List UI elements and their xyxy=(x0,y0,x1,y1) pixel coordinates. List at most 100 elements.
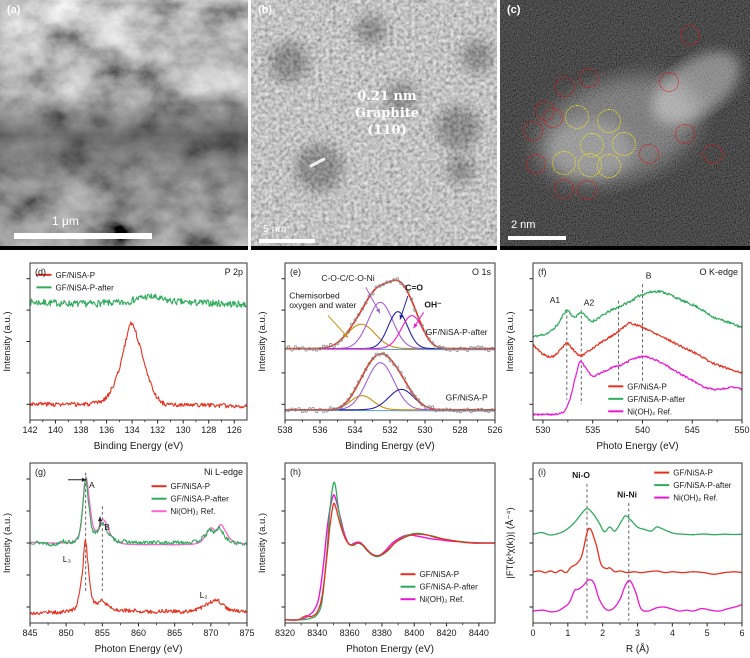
panel-f-o-kedge-chart: A1 A2 B GF/NiSA-P GF/NiSA-P-after Ni(OH)₂ Ref… xyxy=(503,255,750,455)
svg-text:Ni(OH)₂ Ref.: Ni(OH)₂ Ref. xyxy=(420,595,465,604)
panel-c-stem-image: (c) 2 nm xyxy=(500,0,750,250)
svg-text:GF/NiSA-P: GF/NiSA-P xyxy=(420,570,460,579)
svg-text:528: 528 xyxy=(452,425,467,435)
svg-text:128: 128 xyxy=(201,425,216,435)
svg-text:534: 534 xyxy=(347,425,362,435)
single-atom-marker-red xyxy=(675,124,695,144)
chart-d-svg: GF/NiSA-P GF/NiSA-P-after 142 140 138 136 134 1… xyxy=(2,262,248,452)
svg-text:538: 538 xyxy=(277,425,292,435)
legend: GF/NiSA-P GF/NiSA-P-after xyxy=(36,271,115,292)
series-GF/NiSA-P xyxy=(30,539,247,616)
svg-text:GF/NiSA-P-after: GF/NiSA-P-after xyxy=(627,395,686,404)
svg-text:130: 130 xyxy=(176,425,191,435)
legend: GF/NiSA-P GF/NiSA-P-after Ni(OH)₂ Ref. xyxy=(151,482,230,516)
single-atom-marker-red xyxy=(543,108,563,128)
svg-text:O K-edge: O K-edge xyxy=(699,267,738,277)
single-atom-marker-red xyxy=(577,180,597,200)
series-GF/NiSA-P xyxy=(533,527,742,575)
single-atom-marker-red xyxy=(579,68,599,88)
legend: GF/NiSA-P GF/NiSA-P-after Ni(OH)₂ Ref. xyxy=(608,382,686,416)
svg-text:Ni(OH)₂ Ref.: Ni(OH)₂ Ref. xyxy=(171,507,216,516)
dark-nanoparticle-patches xyxy=(269,15,493,192)
panel-a-sem-image: (a) 1 μm xyxy=(0,0,248,250)
single-atom-marker-red xyxy=(659,72,679,92)
single-atom-marker-red xyxy=(555,77,575,97)
svg-text:Ni-O: Ni-O xyxy=(572,470,590,480)
panel-a-label: (a) xyxy=(7,4,21,16)
stem-texture xyxy=(500,0,750,246)
svg-text:865: 865 xyxy=(167,628,182,638)
svg-text:870: 870 xyxy=(203,628,218,638)
svg-text:Ni-Ni: Ni-Ni xyxy=(617,489,637,499)
svg-text:GF/NiSA-P-after: GF/NiSA-P-after xyxy=(56,283,115,292)
svg-text:8400: 8400 xyxy=(404,628,424,638)
single-atom-marker-red xyxy=(703,144,723,164)
panel-h-xanes-chart: GF/NiSA-P GF/NiSA-P-after Ni(OH)₂ Ref. 8320… xyxy=(255,455,503,658)
svg-text:C-O-C/C-O-Ni: C-O-C/C-O-Ni xyxy=(321,273,374,283)
svg-text:Intensity (a.u.): Intensity (a.u.) xyxy=(257,513,268,573)
svg-text:A: A xyxy=(89,480,95,490)
series-GF/NiSA-P-after xyxy=(30,477,247,547)
svg-text:GF/NiSA-P-after: GF/NiSA-P-after xyxy=(426,327,488,337)
svg-text:550: 550 xyxy=(734,425,749,435)
svg-text:Ni(OH)₂ Ref.: Ni(OH)₂ Ref. xyxy=(673,494,718,503)
svg-text:140: 140 xyxy=(48,425,63,435)
svg-text:L₂: L₂ xyxy=(200,590,208,600)
svg-text:3: 3 xyxy=(635,628,640,638)
svg-text:O 1s: O 1s xyxy=(472,267,492,277)
series-GF/NiSA-P-after xyxy=(533,507,742,536)
svg-text:540: 540 xyxy=(635,425,650,435)
svg-text:8360: 8360 xyxy=(340,628,360,638)
svg-text:Intensity (a.u.): Intensity (a.u.) xyxy=(2,513,13,573)
svg-text:Intensity (a.u.): Intensity (a.u.) xyxy=(505,311,516,371)
svg-text:GF/NiSA-P-after: GF/NiSA-P-after xyxy=(171,495,230,504)
chart-i-svg: Ni-O Ni-Ni GF/NiSA-P GF/NiSA-P-after Ni(OH)₂… xyxy=(505,462,745,655)
panel-a-scalebar-label: 1 μm xyxy=(52,214,79,228)
svg-text:GF/NiSA-P: GF/NiSA-P xyxy=(446,392,488,402)
svg-text:860: 860 xyxy=(131,628,146,638)
svg-text:8380: 8380 xyxy=(372,628,392,638)
single-atom-marker-yellow xyxy=(552,151,576,175)
single-atom-marker-red xyxy=(680,25,700,45)
panel-d-xps-p2p-chart: GF/NiSA-P GF/NiSA-P-after 142 140 138 136 134 1… xyxy=(0,255,255,455)
svg-text:126: 126 xyxy=(227,425,242,435)
svg-text:Intensity (a.u.): Intensity (a.u.) xyxy=(2,311,13,371)
svg-text:4: 4 xyxy=(670,628,675,638)
svg-text:GF/NiSA-P: GF/NiSA-P xyxy=(673,469,713,478)
svg-text:Photon Energy (eV): Photon Energy (eV) xyxy=(346,644,434,655)
sem-texture xyxy=(0,0,248,246)
svg-text:850: 850 xyxy=(59,628,74,638)
svg-text:5: 5 xyxy=(705,628,710,638)
svg-text:OH⁻: OH⁻ xyxy=(424,300,442,310)
svg-text:Binding Energy (eV): Binding Energy (eV) xyxy=(345,441,435,452)
svg-text:526: 526 xyxy=(487,425,502,435)
svg-text:C=O: C=O xyxy=(405,282,423,292)
single-atom-marker-red xyxy=(526,154,546,174)
svg-text:0: 0 xyxy=(530,628,535,638)
panel-c-scalebar xyxy=(508,236,566,240)
series-GF/NiSA-P xyxy=(30,321,247,409)
svg-text:Binding Energy (eV): Binding Energy (eV) xyxy=(94,441,184,452)
svg-text:530: 530 xyxy=(417,425,432,435)
svg-text:6: 6 xyxy=(739,628,744,638)
hrtem-texture xyxy=(251,0,497,246)
svg-text:(i): (i) xyxy=(538,467,546,477)
svg-text:R (Å): R (Å) xyxy=(626,642,649,655)
svg-text:8440: 8440 xyxy=(469,628,489,638)
legend: GF/NiSA-P GF/NiSA-P-after Ni(OH)₂ Ref. xyxy=(400,570,478,604)
series-pristine-data xyxy=(285,351,494,414)
single-atom-marker-yellow xyxy=(565,105,589,129)
svg-text:532: 532 xyxy=(382,425,397,435)
svg-text:8320: 8320 xyxy=(275,628,295,638)
single-atom-marker-yellow xyxy=(597,154,621,178)
single-atom-marker-red xyxy=(554,179,574,199)
chart-h-svg: GF/NiSA-P GF/NiSA-P-after Ni(OH)₂ Ref. 8320… xyxy=(257,462,496,655)
svg-text:530: 530 xyxy=(535,425,550,435)
chart-f-svg: A1 A2 B GF/NiSA-P GF/NiSA-P-after Ni(OH)₂ Ref… xyxy=(505,262,750,452)
svg-text:855: 855 xyxy=(95,628,110,638)
svg-text:536: 536 xyxy=(312,425,327,435)
panel-g-ni-ledge-chart: A B L₃ L₂ GF/NiSA-P GF/NiSA-P-after Ni(OH)₂ Re… xyxy=(0,455,255,658)
single-atom-marker-red xyxy=(639,144,659,164)
svg-text:A1: A1 xyxy=(550,295,561,305)
